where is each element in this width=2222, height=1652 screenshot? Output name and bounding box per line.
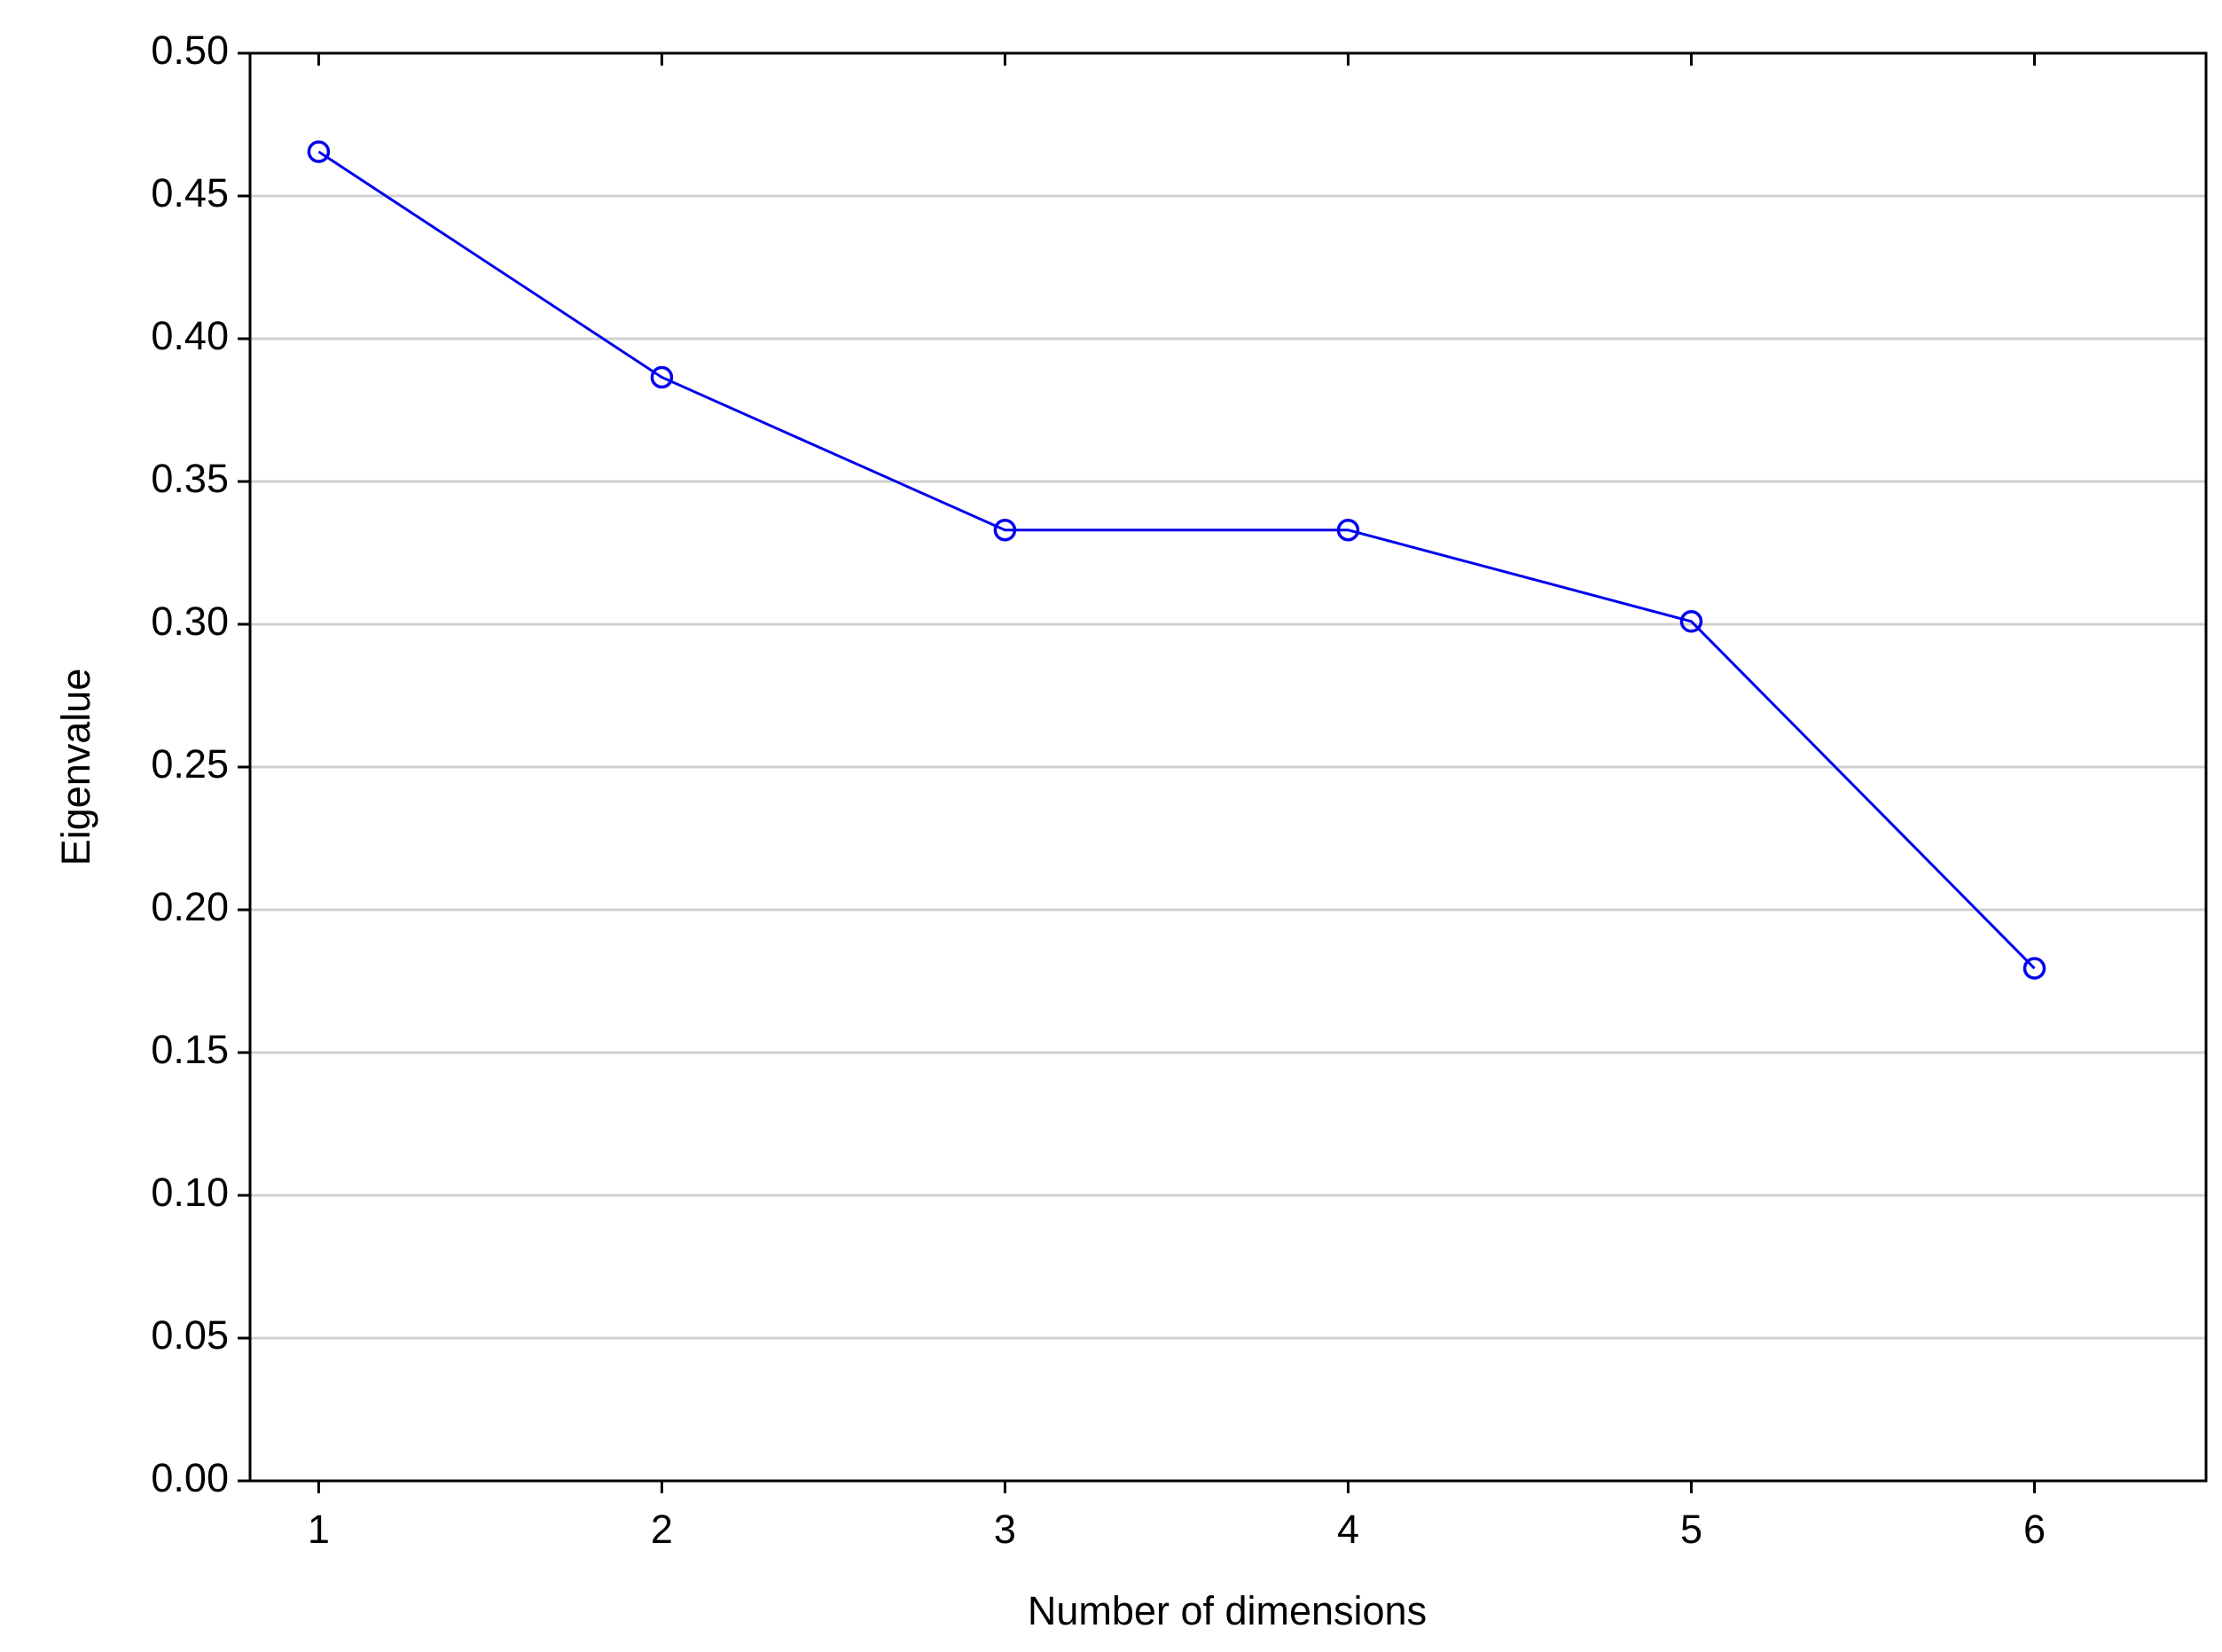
y-tick-label: 0.50 (151, 27, 229, 73)
y-tick-label: 0.15 (151, 1027, 229, 1072)
y-tick-label: 0.20 (151, 884, 229, 929)
y-tick-label: 0.30 (151, 599, 229, 644)
x-tick-label: 5 (1680, 1507, 1702, 1552)
data-point (1679, 610, 1703, 633)
y-tick-label: 0.45 (151, 170, 229, 215)
y-tick-label: 0.10 (151, 1170, 229, 1215)
data-point (993, 518, 1017, 542)
x-tick-label: 1 (308, 1507, 330, 1552)
data-line (317, 150, 2036, 970)
data-point (2022, 957, 2046, 980)
data-point (650, 365, 674, 389)
x-axis-label: Number of dimensions (1028, 1588, 1427, 1633)
y-tick-label: 0.40 (151, 313, 229, 358)
plot-frame (248, 51, 2208, 1483)
x-tick-label: 2 (651, 1507, 673, 1552)
x-tick-label: 4 (1337, 1507, 1359, 1552)
y-axis-label: Eigenvalue (53, 669, 98, 866)
x-tick-label: 6 (2023, 1507, 2046, 1552)
data-point (1336, 518, 1360, 542)
y-tick-label: 0.05 (151, 1312, 229, 1358)
data-point (307, 140, 331, 163)
y-tick-label: 0.25 (151, 741, 229, 787)
x-tick-label: 3 (994, 1507, 1016, 1552)
y-tick-label: 0.35 (151, 456, 229, 501)
y-tick-label: 0.00 (151, 1455, 229, 1500)
